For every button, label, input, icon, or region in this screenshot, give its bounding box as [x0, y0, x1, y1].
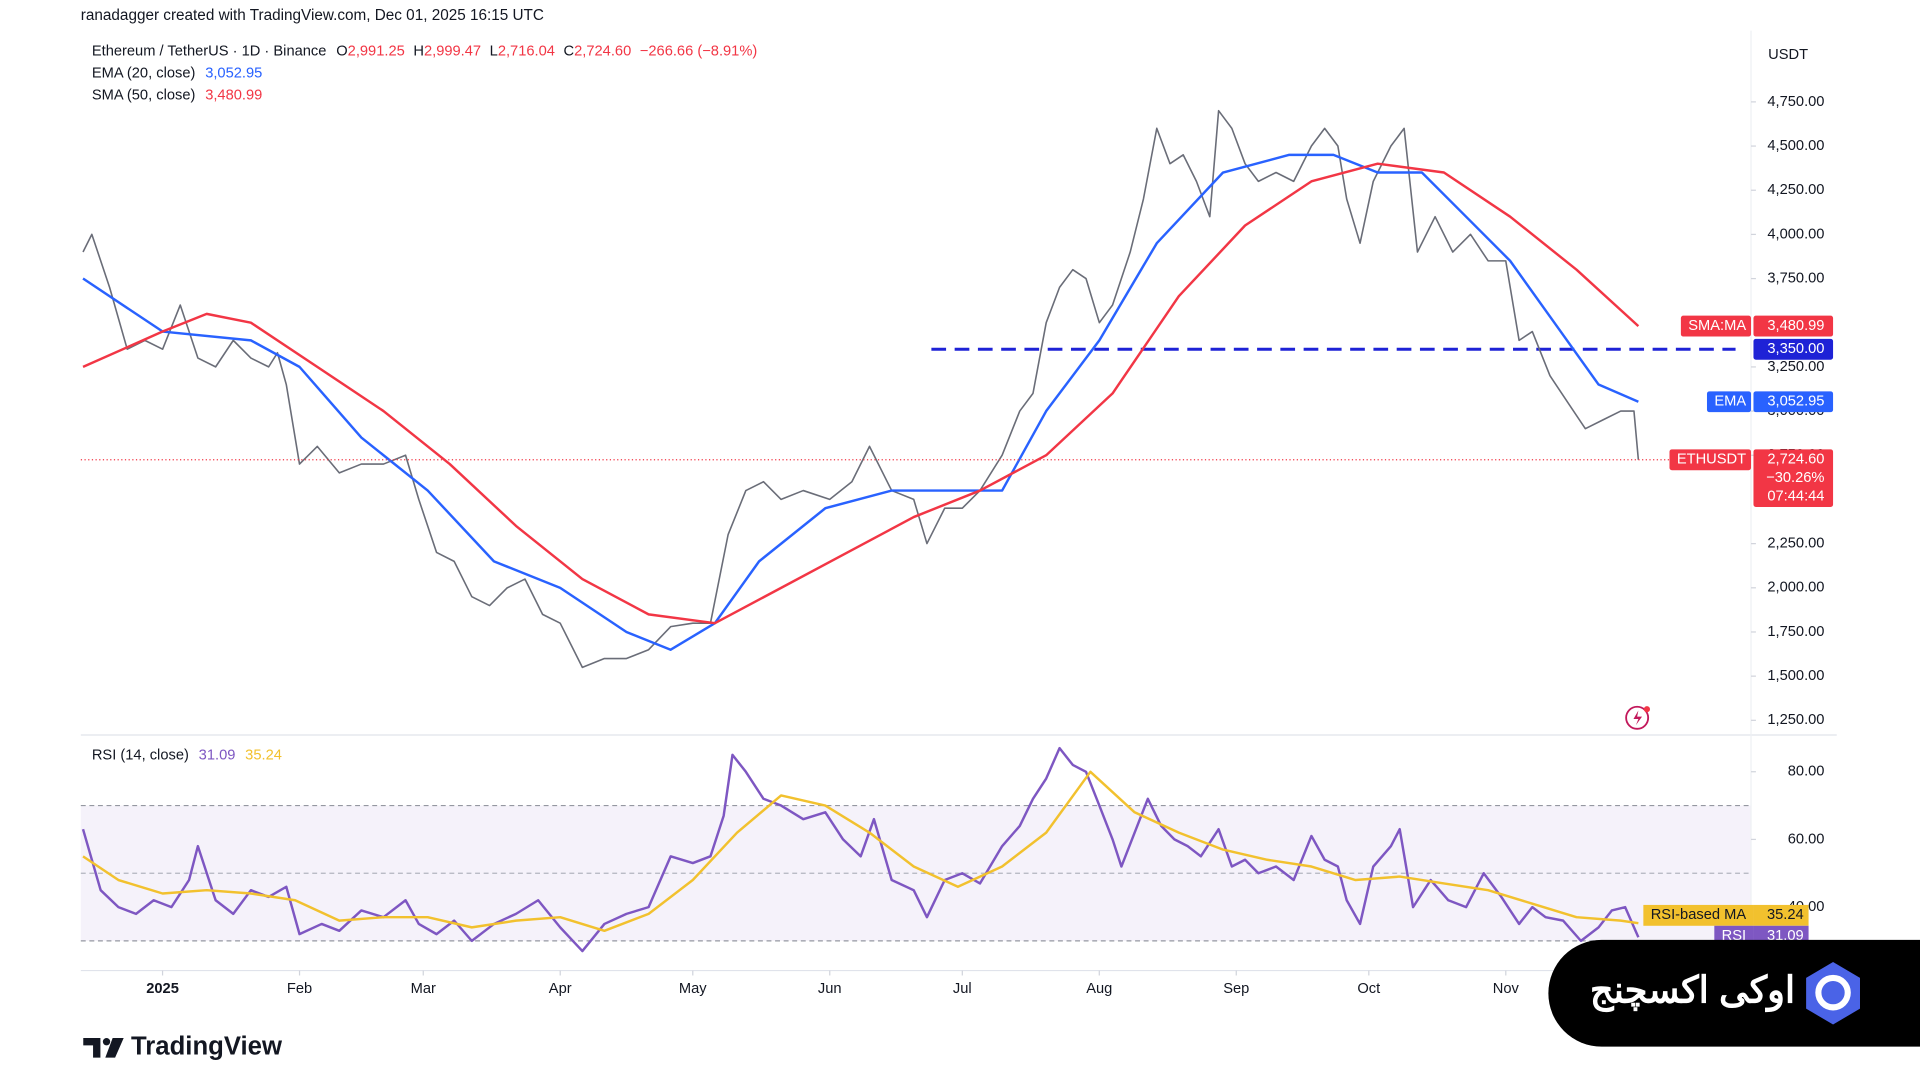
watermark-text: اوکی اکسچنج: [1590, 969, 1795, 1012]
ohlc-key: H: [413, 43, 424, 59]
x-tick-label: Feb: [287, 981, 312, 997]
rsi-badge-box: [1753, 904, 1809, 926]
x-tick-label: Jul: [953, 981, 972, 997]
rsi-badge-value: 35.24: [1767, 907, 1804, 923]
y-tick-label: 1,750.00: [1767, 624, 1824, 640]
plot: 4,750.00 4,500.00 4,250.00 4,000.00 3,750.00…: [80, 94, 1834, 997]
x-tick-label: Mar: [411, 981, 436, 997]
brand-name: TradingView: [131, 1033, 283, 1061]
x-tick-label: Aug: [1086, 981, 1112, 997]
price-badge-name: EMA: [1714, 394, 1746, 410]
legend-value: 3,052.95: [205, 66, 262, 82]
ohlc-value: 2,991.25: [348, 43, 405, 59]
x-tick-label: Sep: [1223, 981, 1249, 997]
ohlc-value: 2,724.60: [574, 43, 631, 59]
pane-title: RSI (14, close): [92, 748, 189, 764]
price-badge-value: 3,480.99: [1767, 318, 1824, 334]
ohlc-key: C: [564, 43, 575, 59]
price-badge-extra: 07:44:44: [1767, 488, 1824, 504]
rsi-badge-name-box: [1643, 904, 1754, 926]
x-tick-label: May: [679, 981, 707, 997]
ohlc-key: O: [336, 43, 347, 59]
legend: Ethereum / TetherUS · 1D · Binance O 2,99…: [92, 43, 757, 763]
series-line: [82, 153, 1639, 651]
price-badge-value: 2,724.60: [1767, 452, 1824, 468]
x-tick-label: Apr: [549, 981, 572, 997]
y-tick-label: 4,250.00: [1767, 182, 1824, 198]
y-tick-label: 2,250.00: [1767, 536, 1824, 552]
price-badge-name-box: [1706, 391, 1752, 413]
price-badge-value: 3,052.95: [1767, 394, 1824, 410]
series-line: [82, 109, 1640, 669]
price-badge-value-box: [1753, 391, 1834, 413]
y-tick-label: 4,000.00: [1767, 226, 1824, 242]
y-tick-label: 4,750.00: [1767, 94, 1824, 110]
ohlc-key: L: [490, 43, 498, 59]
ohlc-value: 2,999.47: [424, 43, 481, 59]
legend-name: SMA (50, close): [92, 88, 196, 104]
level-value-box: [1753, 338, 1834, 360]
y-tick-label: 3,750.00: [1767, 270, 1824, 286]
ohlc-value: 2,716.04: [498, 43, 555, 59]
x-tick-label: Oct: [1357, 981, 1380, 997]
price-badge-extra: −30.26%: [1766, 470, 1824, 486]
alert-icon: [1625, 705, 1650, 730]
watermark: اوکی اکسچنج: [1548, 939, 1920, 1047]
series-line: [82, 770, 1639, 933]
change: −266.66 (−8.91%): [640, 43, 757, 59]
price-badge-name: SMA:MA: [1688, 318, 1746, 334]
credit: ranadagger created with TradingView.com,…: [81, 7, 544, 24]
price-badge-name: ETHUSDT: [1677, 452, 1746, 468]
level-value: 3,350.00: [1767, 341, 1824, 357]
series-line: [82, 162, 1640, 625]
y-tick-label: 1,250.00: [1767, 712, 1824, 728]
y-tick-label: 60.00: [1788, 831, 1825, 847]
y-tick-label: 1,500.00: [1767, 668, 1824, 684]
y-tick-label: 4,500.00: [1767, 138, 1824, 154]
legend-value: 35.24: [245, 748, 282, 764]
price-badge-name-box: [1669, 449, 1752, 471]
legend-value: 31.09: [199, 748, 236, 764]
x-tick-label: Jun: [818, 981, 842, 997]
x-tick-label: Nov: [1493, 981, 1520, 997]
price-badge-value-box: [1753, 315, 1834, 337]
x-tick-label: 2025: [146, 981, 179, 997]
currency: USDT: [1768, 47, 1808, 63]
legend-value: 3,480.99: [205, 88, 262, 104]
y-tick-label: 2,000.00: [1767, 580, 1824, 596]
brand-logo: TradingView: [83, 1033, 283, 1061]
y-tick-label: 80.00: [1788, 764, 1825, 780]
rsi-badge-name: RSI-based MA: [1651, 907, 1747, 923]
symbol: Ethereum / TetherUS · 1D · Binance: [92, 43, 327, 59]
price-badge-name-box: [1680, 315, 1752, 337]
price-badge-value-box: [1753, 449, 1834, 508]
legend-name: EMA (20, close): [92, 66, 196, 82]
y-tick-label: 3,250.00: [1767, 359, 1824, 375]
